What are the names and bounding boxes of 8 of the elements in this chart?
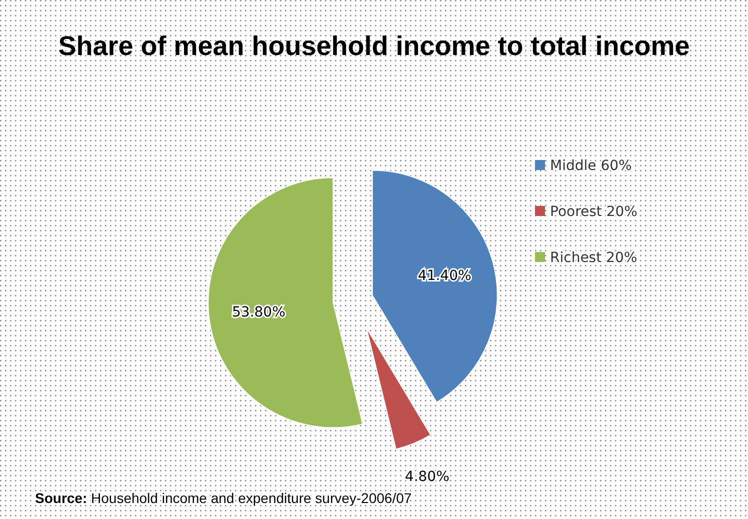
data-label: 4.80%: [404, 468, 450, 485]
chart-title: Share of mean household income to total income: [58, 31, 690, 61]
data-label: 53.80%: [232, 304, 286, 321]
legend-label: Poorest 20%: [550, 204, 638, 220]
legend-label: Richest 20%: [550, 250, 638, 266]
legend-label: Middle 60%: [550, 158, 632, 174]
data-label: 41.40%: [418, 268, 472, 284]
source-note: Source: Household income and expenditure survey-2006/07: [35, 490, 412, 506]
